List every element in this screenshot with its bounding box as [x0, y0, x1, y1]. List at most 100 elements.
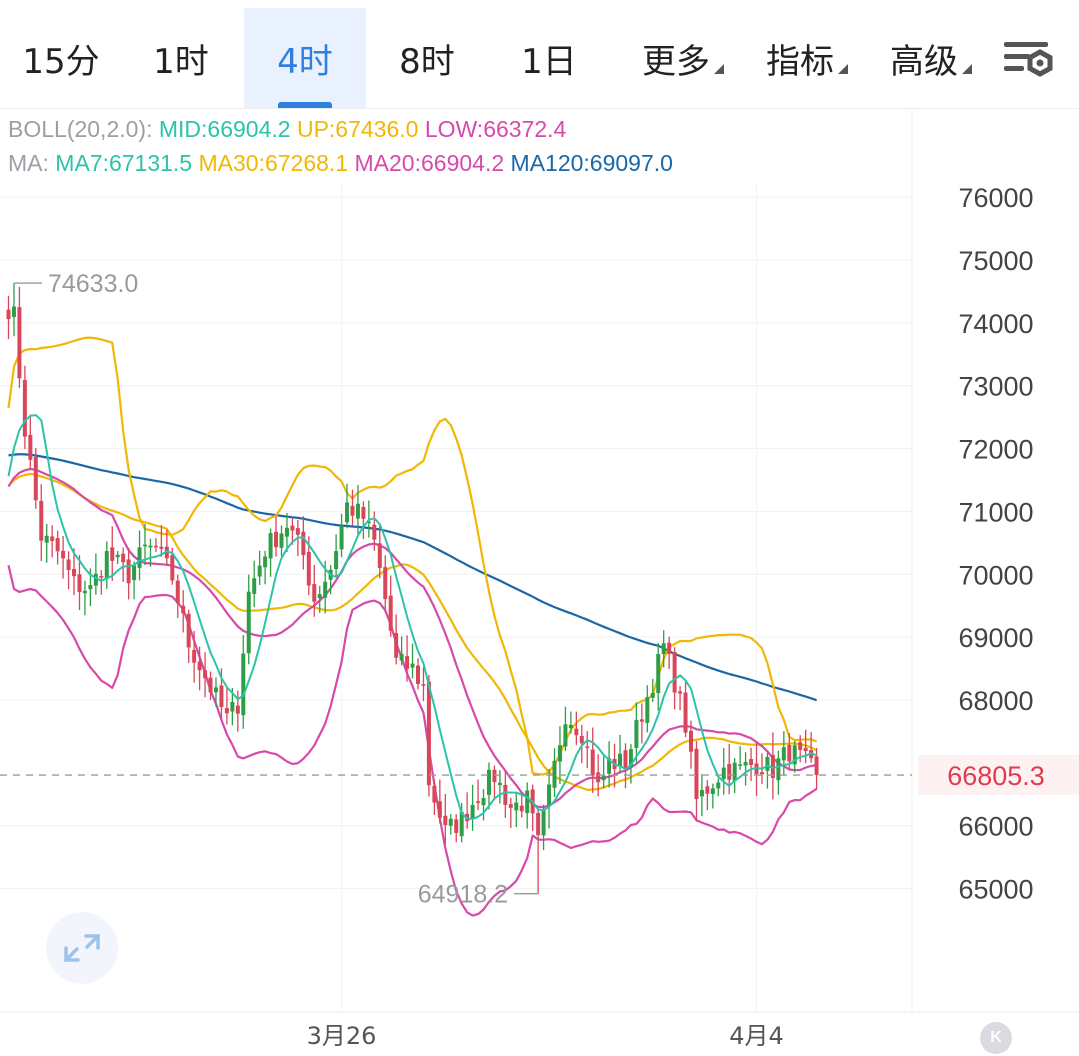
candle-body — [689, 730, 693, 752]
candle-body — [803, 747, 808, 752]
candle-body — [153, 545, 158, 548]
candle-body — [246, 591, 251, 654]
ma7-line — [7, 414, 817, 820]
candle-body — [656, 653, 661, 694]
chart-settings-icon[interactable] — [1000, 36, 1060, 86]
candle-body — [257, 565, 262, 577]
boll-legend: BOLL(20,2.0): MID:66904.2 UP:67436.0 LOW… — [8, 116, 566, 143]
tab-label: 指标 — [766, 41, 834, 82]
candle-body — [399, 653, 404, 661]
y-tick-label: 65000 — [958, 875, 1033, 905]
ma20-value: MA20:66904.2 — [354, 150, 505, 176]
tab-indicators[interactable]: 指标 — [752, 8, 862, 108]
candle-body — [645, 697, 650, 723]
candle-body — [678, 691, 683, 694]
candle-body — [694, 748, 699, 800]
max-marker-label: 74633.0 — [48, 270, 138, 298]
candle-body — [776, 758, 781, 781]
tab-1d[interactable]: 1日 — [494, 8, 604, 108]
candle-body — [186, 613, 191, 648]
tab-label: 1时 — [153, 41, 209, 82]
candle-body — [738, 764, 743, 766]
candle-body — [350, 505, 355, 516]
x-tick-label: 4月4 — [729, 1022, 784, 1050]
candlestick-chart[interactable]: 76000 75000 74000 73000 72000 71000 70000 69000… — [0, 108, 1079, 1056]
candle-body — [459, 811, 464, 837]
candle-body — [301, 531, 306, 556]
candle-body — [514, 802, 519, 811]
ma7-value: MA7:67131.5 — [55, 150, 193, 176]
candle-body — [787, 744, 792, 762]
candle-body — [568, 724, 573, 729]
candle-body — [181, 605, 186, 614]
tab-advanced[interactable]: 高级 — [876, 8, 986, 108]
tab-label: 高级 — [890, 41, 958, 82]
candle-body — [377, 543, 382, 568]
candle-body — [454, 819, 459, 833]
candle-body — [601, 775, 606, 781]
candle-body — [481, 798, 486, 806]
candle-body — [557, 745, 562, 762]
candle-body — [443, 815, 448, 825]
candle-body — [159, 546, 164, 549]
ma20-line — [7, 467, 817, 809]
candle-body — [295, 528, 300, 535]
candle-body — [628, 749, 633, 767]
candle-body — [33, 456, 38, 501]
candle-body — [683, 692, 688, 733]
boll-prefix: BOLL(20,2.0): — [8, 116, 153, 142]
x-tick-label: 3月26 — [307, 1022, 377, 1050]
candle-body — [536, 812, 541, 836]
ma120-value: MA120:69097.0 — [510, 150, 673, 176]
candle-body — [203, 670, 208, 679]
tab-4h[interactable]: 4时 — [244, 8, 366, 108]
candle-body — [219, 685, 224, 708]
candle-body — [61, 550, 66, 559]
candle-body — [388, 595, 393, 631]
candle-body — [279, 533, 284, 548]
candle-body — [241, 653, 246, 716]
candle-body — [361, 506, 366, 519]
dropdown-caret-icon — [838, 64, 848, 74]
candle-body — [306, 551, 311, 586]
min-marker-label: 64918.2 — [418, 881, 508, 909]
candle-body — [525, 790, 530, 814]
candle-body — [574, 728, 579, 736]
candle-body — [104, 551, 109, 580]
k-line-logo-icon[interactable]: K — [980, 1022, 1012, 1054]
candle-body — [334, 551, 339, 570]
candle-body — [661, 643, 666, 655]
candle-body — [798, 742, 803, 751]
candle-body — [607, 758, 612, 774]
candle-body — [6, 309, 11, 320]
candle-body — [448, 818, 453, 826]
tab-label: 8时 — [399, 41, 455, 82]
candle-body — [383, 567, 388, 600]
candle-body — [623, 750, 628, 770]
candle-body — [235, 705, 240, 714]
candle-body — [394, 633, 399, 658]
tab-15m[interactable]: 15分 — [8, 8, 114, 108]
expand-icon[interactable] — [46, 912, 118, 984]
tab-label: 1日 — [521, 41, 577, 82]
candle-body — [224, 708, 229, 714]
tab-more[interactable]: 更多 — [628, 8, 738, 108]
tab-8h[interactable]: 8时 — [372, 8, 482, 108]
tab-1h[interactable]: 1时 — [128, 8, 234, 108]
ma-legend: MA: MA7:67131.5 MA30:67268.1 MA20:66904.… — [8, 150, 673, 177]
candle-body — [213, 687, 218, 693]
candle-body — [476, 801, 481, 803]
candle-body — [672, 652, 677, 693]
candle-body — [137, 547, 142, 568]
candle-body — [88, 585, 93, 590]
dropdown-caret-icon — [714, 64, 724, 74]
boll-low: LOW:66372.4 — [424, 116, 567, 142]
y-tick-label: 74000 — [958, 309, 1033, 339]
y-tick-label: 73000 — [958, 372, 1033, 402]
candle-body — [552, 760, 557, 788]
candle-body — [437, 801, 442, 818]
candle-body — [759, 772, 764, 775]
candle-body — [634, 719, 639, 748]
candle-body — [721, 767, 726, 779]
candle-body — [115, 554, 120, 558]
